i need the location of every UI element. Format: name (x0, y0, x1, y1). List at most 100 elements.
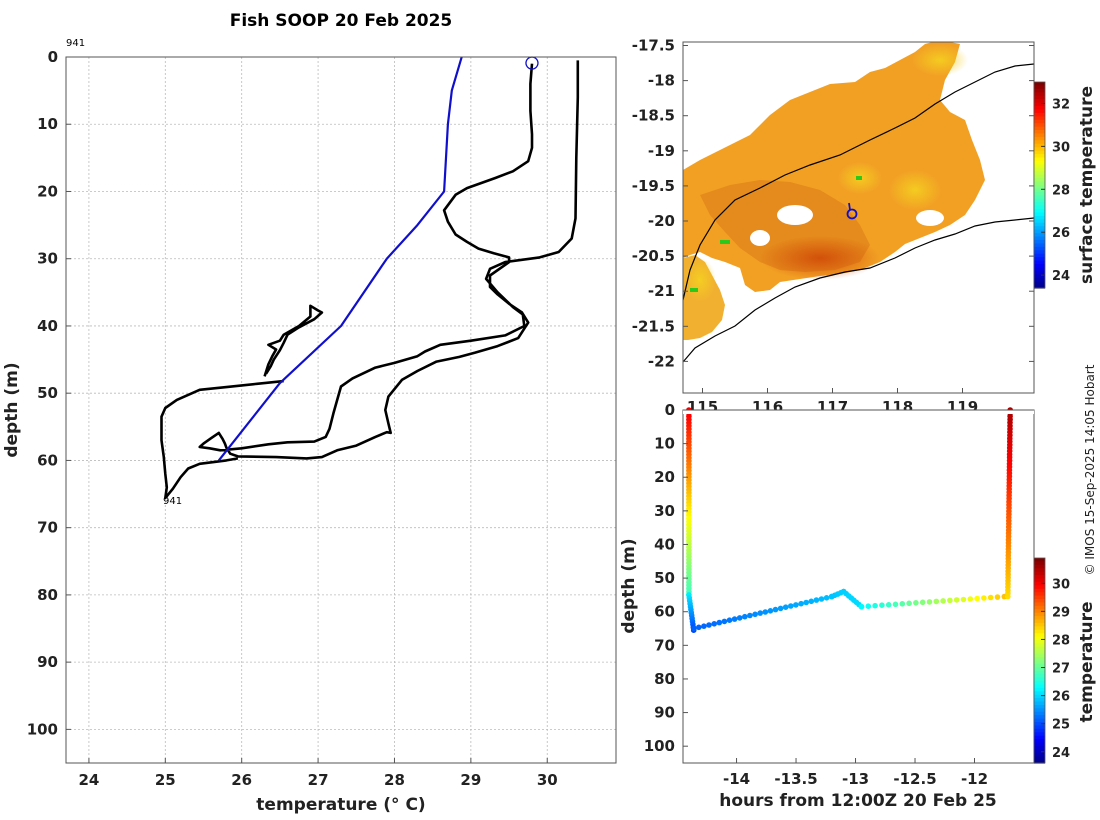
map-colorbar-swatch (1034, 274, 1045, 279)
section-data-point (690, 625, 697, 632)
map-colorbar-swatch (1034, 284, 1045, 289)
map-colorbar-swatch (1034, 202, 1045, 207)
section-data-point (793, 602, 799, 608)
map-station-marker (846, 202, 858, 220)
section-data-point (960, 596, 967, 603)
section-data-point (813, 597, 820, 603)
section-points (686, 407, 1013, 633)
section-colorbar-swatch (1034, 759, 1045, 764)
section-colorbar-swatch (1034, 568, 1045, 573)
section-data-point (716, 619, 723, 626)
section-xtick-label: -14 (723, 770, 750, 788)
section-colorbar-swatch (1034, 681, 1045, 686)
map-colorbar-swatch (1034, 171, 1045, 176)
profile-xtick-label: 27 (308, 771, 329, 789)
section-colorbar-swatch (1034, 653, 1045, 658)
section-colorbar-swatch (1034, 674, 1045, 679)
map-colorbar-swatch (1034, 116, 1045, 121)
series-reference (217, 56, 463, 462)
section-colorbar-swatch (1034, 684, 1045, 689)
profile-plot-area (66, 57, 616, 763)
sst-gap-3 (916, 210, 944, 226)
profile-frame (65, 56, 617, 764)
section-ytick-label: 50 (654, 569, 675, 587)
section-colorbar-swatch (1034, 629, 1045, 634)
section-colorbar-swatch (1034, 722, 1045, 727)
section-colorbar-swatch (1034, 670, 1045, 675)
section-ytick-label: 20 (654, 468, 675, 486)
map-colorbar-swatch (1034, 133, 1045, 138)
map-colorbar-swatch (1034, 136, 1045, 141)
map-ytick-label: -19.5 (632, 177, 675, 195)
section-data-point (865, 603, 872, 609)
series-profile-lower (160, 379, 284, 500)
map-colorbar-swatch (1034, 185, 1045, 190)
section-data-point (772, 606, 779, 613)
section-colorbar-swatch (1034, 646, 1045, 651)
section-data-point (696, 624, 702, 631)
section-colorbar-swatch (1034, 564, 1045, 569)
section-ytick-label: 40 (654, 535, 675, 553)
section-colorbar-tick-label: 30 (1052, 577, 1070, 592)
map-ticks: -17.5 -18 -18.5 -19 -19.5 -20 -20.5 -21 -21.5 -22 (632, 37, 1034, 393)
map-colorbar-swatch (1034, 160, 1045, 165)
section-colorbar-swatch (1034, 657, 1045, 662)
sst-eddy-2 (889, 170, 941, 210)
section-data-point (742, 613, 748, 620)
series-profile-941 (198, 60, 580, 460)
profile-ylabel: depth (m) (2, 362, 22, 457)
section-data-point (967, 596, 974, 602)
map-colorbar-swatch (1034, 209, 1045, 214)
section-data-point (752, 611, 758, 618)
section-colorbar-swatch (1034, 595, 1045, 600)
section-ytick-label: 0 (665, 401, 675, 419)
section-colorbar-swatch (1034, 558, 1045, 563)
map-ytick-label: -18.5 (632, 107, 675, 125)
map-colorbar-swatch (1034, 267, 1045, 272)
section-data-point (994, 594, 1001, 600)
profile-ytick-label: 50 (37, 384, 58, 402)
section-colorbar-tick-label: 24 (1052, 746, 1070, 761)
section-colorbar-tick-label: 26 (1052, 690, 1070, 705)
section-colorbar-swatch (1034, 622, 1045, 627)
section-colorbar-swatch (1034, 739, 1045, 744)
map-colorbar-swatch (1034, 157, 1045, 162)
map-colorbar-swatch (1034, 85, 1045, 90)
section-data-point (926, 599, 933, 605)
profile-ytick-label: 40 (37, 317, 58, 335)
map-colorbar-swatch (1034, 212, 1045, 217)
map-colorbar-swatch (1034, 253, 1045, 258)
section-data-point (879, 602, 885, 608)
section-ytick-label: 60 (654, 603, 675, 621)
section-data-point (899, 601, 906, 607)
section-colorbar-swatch (1034, 616, 1045, 621)
sst-cool-pixel-3 (690, 288, 698, 292)
map-colorbar-swatch (1034, 233, 1045, 238)
profile-xtick-label: 24 (78, 771, 99, 789)
map-colorbar-swatch (1034, 147, 1045, 152)
section-ytick-label: 90 (654, 704, 675, 722)
map-colorbar-swatch (1034, 95, 1045, 100)
map-marker-track (848, 202, 851, 211)
section-data-point (823, 595, 830, 601)
section-data-point (981, 595, 987, 601)
section-colorbar-swatch (1034, 667, 1045, 672)
map-xtick-spacer (683, 395, 1034, 410)
map-colorbar-swatch (1034, 243, 1045, 248)
section-colorbar-swatch (1034, 643, 1045, 648)
section-colorbar-tick-label: 27 (1052, 662, 1070, 677)
section-data-point (788, 603, 794, 609)
map-colorbar-swatch (1034, 205, 1045, 210)
section-ytick-label: 100 (644, 737, 675, 755)
section-colorbar-swatch (1034, 575, 1045, 580)
map-colorbar-swatch (1034, 102, 1045, 107)
section-colorbar-swatch (1034, 581, 1045, 586)
section-data-point (974, 595, 980, 602)
map-colorbar-swatch (1034, 174, 1045, 179)
section-data-point (711, 621, 717, 627)
map-colorbar-swatch (1034, 219, 1045, 224)
map-colorbar-swatch (1034, 281, 1045, 286)
section-colorbar-swatch (1034, 578, 1045, 583)
section-colorbar-swatch (1034, 605, 1045, 610)
section-data-point (782, 604, 789, 610)
